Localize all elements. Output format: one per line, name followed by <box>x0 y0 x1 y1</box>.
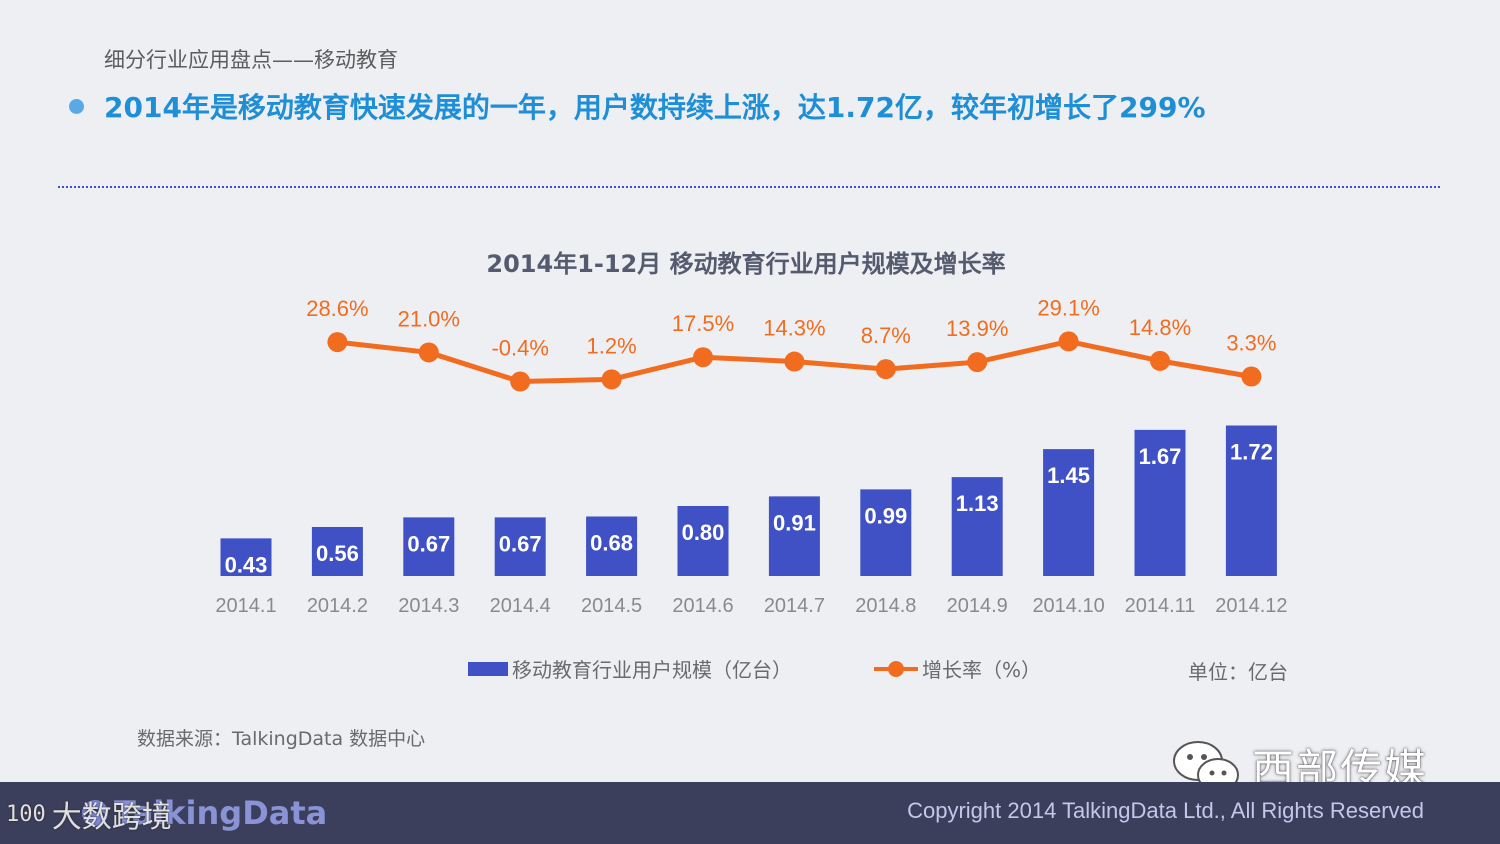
growth-rate-label: 14.3% <box>763 316 825 341</box>
growth-rate-point <box>510 371 531 392</box>
legend-bar-swatch <box>468 661 508 676</box>
x-tick-label: 2014.6 <box>672 595 733 617</box>
bar-2014.8 <box>860 489 912 576</box>
growth-rate-point <box>693 347 713 368</box>
growth-rate-point <box>601 369 622 390</box>
bar-value-label: 0.91 <box>773 510 816 535</box>
logo-text: TalkingData <box>114 794 328 832</box>
growth-rate-label: 13.9% <box>946 316 1008 341</box>
overlay-text: 大数跨境 <box>51 800 172 835</box>
line-layer: 28.6% 21.0% -0.4% 1.2% 17.5% 14.3% 8.7% 13.9% 29… <box>306 295 1276 392</box>
bar-value-label: 1.45 <box>1047 463 1090 488</box>
x-tick-label: 2014.4 <box>490 595 551 617</box>
chart-title: 2014年1-12月 移动教育行业用户规模及增长率 <box>486 250 1005 278</box>
unit-note: 单位：亿台 <box>1188 660 1288 684</box>
overlay-number: 100 <box>6 801 46 827</box>
bar-2014.11 <box>1134 429 1186 576</box>
growth-rate-label: 8.7% <box>861 323 911 348</box>
headline-bullet-icon <box>69 99 84 114</box>
page-headline: 2014年是移动教育快速发展的一年，用户数持续上涨，达1.72亿，较年初增长了2… <box>104 91 1206 124</box>
x-tick-label: 2014.11 <box>1125 595 1196 617</box>
x-tick-label: 2014.2 <box>307 595 368 617</box>
bar-value-label: 1.67 <box>1139 444 1182 469</box>
bar-value-label: 0.43 <box>225 552 268 577</box>
legend-item-line: 增长率（%） <box>874 654 1041 683</box>
copyright-text: Copyright 2014 TalkingData Ltd., All Rig… <box>907 798 1424 823</box>
footer-bar: TalkingData 100 大数跨境 Copyright 2014 Talk… <box>0 782 1500 844</box>
bar-2014.5 <box>586 516 638 576</box>
talkingdata-logo: TalkingData <box>80 794 327 832</box>
growth-rate-point <box>1150 350 1170 371</box>
x-tick-label: 2014.5 <box>581 595 642 617</box>
bar-value-label: 0.68 <box>590 531 633 556</box>
x-tick-label: 2014.8 <box>855 595 916 617</box>
combo-chart: 2014年1-12月 移动教育行业用户规模及增长率 0.43 0.56 0.67 0.… <box>215 250 1287 617</box>
bar-value-label: 0.56 <box>316 541 359 566</box>
x-tick-label: 2014.7 <box>764 595 825 617</box>
x-axis-labels: 2014.1 2014.2 2014.3 2014.4 2014.5 2014.6 2014… <box>215 595 1287 617</box>
watermark-overlay: 100 大数跨境 <box>6 792 172 836</box>
growth-rate-label: 21.0% <box>398 306 460 331</box>
growth-rate-point <box>1058 331 1079 352</box>
growth-rate-label: 1.2% <box>587 333 637 358</box>
growth-rate-label: 28.6% <box>306 296 368 321</box>
legend-bar-label: 移动教育行业用户规模（亿台） <box>512 658 792 682</box>
divider <box>58 186 1440 188</box>
legend-line-label: 增长率（%） <box>922 658 1042 682</box>
x-tick-label: 2014.12 <box>1215 595 1287 617</box>
legend-item-bars: 移动教育行业用户规模（亿台） <box>468 654 792 683</box>
x-tick-label: 2014.1 <box>215 595 276 617</box>
page-subtitle: 细分行业应用盘点——移动教育 <box>104 48 398 72</box>
growth-rate-label: -0.4% <box>491 336 548 361</box>
bar-value-label: 0.67 <box>407 531 450 556</box>
logo-mark-icon <box>82 800 108 826</box>
growth-rate-label: 29.1% <box>1037 295 1099 320</box>
x-tick-label: 2014.3 <box>398 595 459 617</box>
growth-rate-point <box>784 351 805 372</box>
growth-rate-label: 3.3% <box>1226 331 1276 356</box>
bar-value-label: 0.80 <box>682 520 725 545</box>
bar-2014.9 <box>951 477 1003 576</box>
bar-2014.2 <box>311 527 363 576</box>
bar-2014.1 <box>220 538 272 576</box>
bars-layer: 0.43 0.56 0.67 0.67 0.68 0.80 0.91 0.99 1.13 1.45… <box>220 425 1277 577</box>
bar-value-label: 1.72 <box>1230 440 1273 465</box>
bar-2014.10 <box>1043 449 1095 576</box>
bar-2014.4 <box>494 517 546 576</box>
data-source: 数据来源：TalkingData 数据中心 <box>137 728 426 750</box>
bar-2014.3 <box>403 517 455 576</box>
bar-2014.12 <box>1225 425 1277 576</box>
growth-rate-label: 14.8% <box>1129 315 1191 340</box>
bar-value-label: 1.13 <box>956 491 999 516</box>
growth-rate-label: 17.5% <box>672 311 734 336</box>
growth-rate-point <box>327 332 348 353</box>
bar-2014.7 <box>768 496 820 576</box>
bar-2014.6 <box>677 506 729 576</box>
bar-value-label: 0.99 <box>864 503 907 528</box>
x-tick-label: 2014.10 <box>1032 595 1104 617</box>
x-tick-label: 2014.9 <box>947 595 1008 617</box>
growth-rate-point <box>418 342 439 363</box>
growth-rate-point <box>1241 366 1262 387</box>
legend-line-swatch <box>874 660 918 677</box>
bar-value-label: 0.67 <box>499 531 542 556</box>
growth-rate-point <box>967 352 988 373</box>
growth-rate-point <box>875 359 896 380</box>
